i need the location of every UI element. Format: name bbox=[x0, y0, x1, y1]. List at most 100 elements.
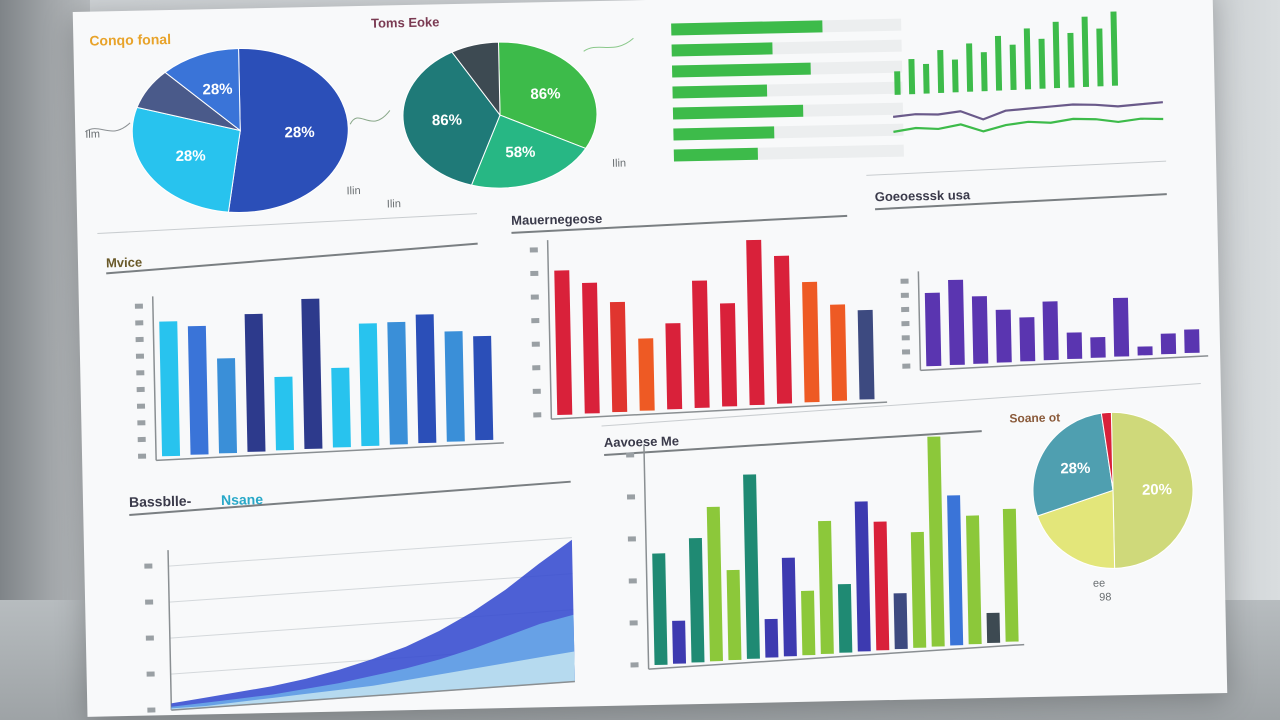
bar bbox=[743, 474, 760, 659]
bar bbox=[857, 309, 875, 400]
spike-bar bbox=[894, 71, 901, 95]
y-tick-mark bbox=[531, 318, 540, 324]
connector-line bbox=[84, 122, 131, 133]
bar bbox=[854, 501, 871, 652]
y-tick-mark bbox=[901, 321, 910, 327]
bar bbox=[582, 282, 600, 414]
bar4-title: Aavoese Me bbox=[604, 433, 679, 450]
line-series bbox=[893, 117, 1164, 133]
area-title: Bassblle- bbox=[129, 493, 192, 510]
y-tick-mark bbox=[530, 294, 539, 300]
bar bbox=[1066, 332, 1083, 360]
side-label: Ilin bbox=[387, 198, 401, 210]
spike-bar bbox=[1038, 38, 1046, 89]
hbar bbox=[671, 20, 823, 36]
y-tick-mark bbox=[532, 388, 541, 394]
bar bbox=[924, 292, 942, 367]
bar bbox=[893, 593, 908, 650]
connector-line bbox=[349, 110, 391, 125]
y-tick-mark bbox=[138, 453, 147, 459]
y-tick-mark bbox=[136, 403, 146, 409]
bar bbox=[910, 531, 927, 648]
divider-1 bbox=[106, 242, 478, 275]
bar bbox=[801, 590, 816, 656]
bar bbox=[444, 331, 465, 442]
bar bbox=[818, 520, 834, 654]
y-tick-mark bbox=[630, 662, 639, 668]
x-axis bbox=[156, 442, 504, 462]
spike-bar bbox=[1081, 16, 1090, 87]
divider-8 bbox=[601, 382, 1201, 427]
bar bbox=[274, 376, 294, 451]
connector-line bbox=[583, 37, 634, 52]
y-tick-mark bbox=[626, 452, 635, 458]
hbar bbox=[673, 126, 775, 141]
y-tick-mark bbox=[901, 306, 910, 313]
divider-7 bbox=[866, 160, 1167, 176]
y-tick-mark bbox=[629, 620, 638, 626]
bar bbox=[554, 270, 573, 415]
y-tick-mark bbox=[134, 303, 143, 309]
bar bbox=[927, 436, 945, 647]
y-axis bbox=[643, 445, 650, 670]
pie3-title: Soane ot bbox=[1009, 410, 1060, 425]
spike-bar bbox=[1052, 21, 1061, 89]
bar bbox=[1160, 333, 1177, 355]
y-tick-mark bbox=[145, 599, 154, 605]
pie-slice-label: 20% bbox=[1142, 481, 1172, 499]
bar-chart-3 bbox=[900, 271, 1209, 372]
pie-slice-label: 86% bbox=[432, 112, 462, 130]
y-tick-mark bbox=[901, 335, 910, 341]
y-axis bbox=[546, 240, 553, 420]
hbar bbox=[671, 42, 773, 57]
bar bbox=[301, 298, 323, 449]
bar bbox=[726, 569, 742, 661]
bar bbox=[1137, 346, 1153, 356]
pie-slice-label: 28% bbox=[175, 147, 205, 165]
pie-slice bbox=[402, 51, 501, 186]
grid-line bbox=[168, 537, 572, 567]
hbar bbox=[671, 62, 811, 78]
spike-bar bbox=[951, 59, 959, 93]
bar-chart-4 bbox=[626, 436, 1025, 670]
bar bbox=[473, 335, 494, 441]
bar bbox=[217, 358, 238, 454]
x-axis bbox=[920, 355, 1209, 372]
pie-slice-label: 28% bbox=[202, 81, 232, 99]
y-tick-mark bbox=[137, 420, 146, 426]
pie-chart-1: 28% 28% 28% Ilm Ilin Ilin bbox=[84, 48, 401, 214]
line-series bbox=[892, 101, 1163, 121]
bar bbox=[1090, 337, 1106, 358]
pie-slice bbox=[451, 41, 501, 117]
bar bbox=[746, 239, 765, 406]
side-label: 98 bbox=[1099, 591, 1111, 603]
y-tick-mark bbox=[531, 341, 540, 347]
grid-line bbox=[169, 573, 573, 603]
y-axis bbox=[167, 550, 173, 711]
area-title-accent: Nsane bbox=[221, 491, 264, 508]
y-tick-mark bbox=[626, 494, 636, 500]
bar bbox=[415, 314, 437, 444]
pie-slice bbox=[131, 106, 241, 213]
bar bbox=[688, 538, 705, 663]
divider-4 bbox=[129, 480, 571, 516]
bar bbox=[802, 281, 820, 403]
y-tick-mark bbox=[136, 370, 145, 376]
y-tick-mark bbox=[144, 563, 153, 569]
y-tick-mark bbox=[900, 278, 909, 284]
bar bbox=[692, 280, 710, 408]
bar bbox=[652, 553, 668, 665]
x-axis bbox=[648, 643, 1025, 670]
bar bbox=[971, 296, 989, 364]
spike-bar bbox=[937, 49, 945, 94]
x-axis bbox=[171, 680, 575, 711]
bar bbox=[764, 618, 779, 658]
line-chart bbox=[892, 101, 1164, 133]
y-axis bbox=[917, 271, 922, 371]
y-tick-mark bbox=[135, 320, 144, 326]
side-label: Ilin bbox=[346, 185, 360, 197]
bar bbox=[837, 583, 853, 653]
bar bbox=[1042, 301, 1059, 361]
bar bbox=[665, 323, 683, 410]
pie-slice-label: 86% bbox=[530, 85, 560, 103]
